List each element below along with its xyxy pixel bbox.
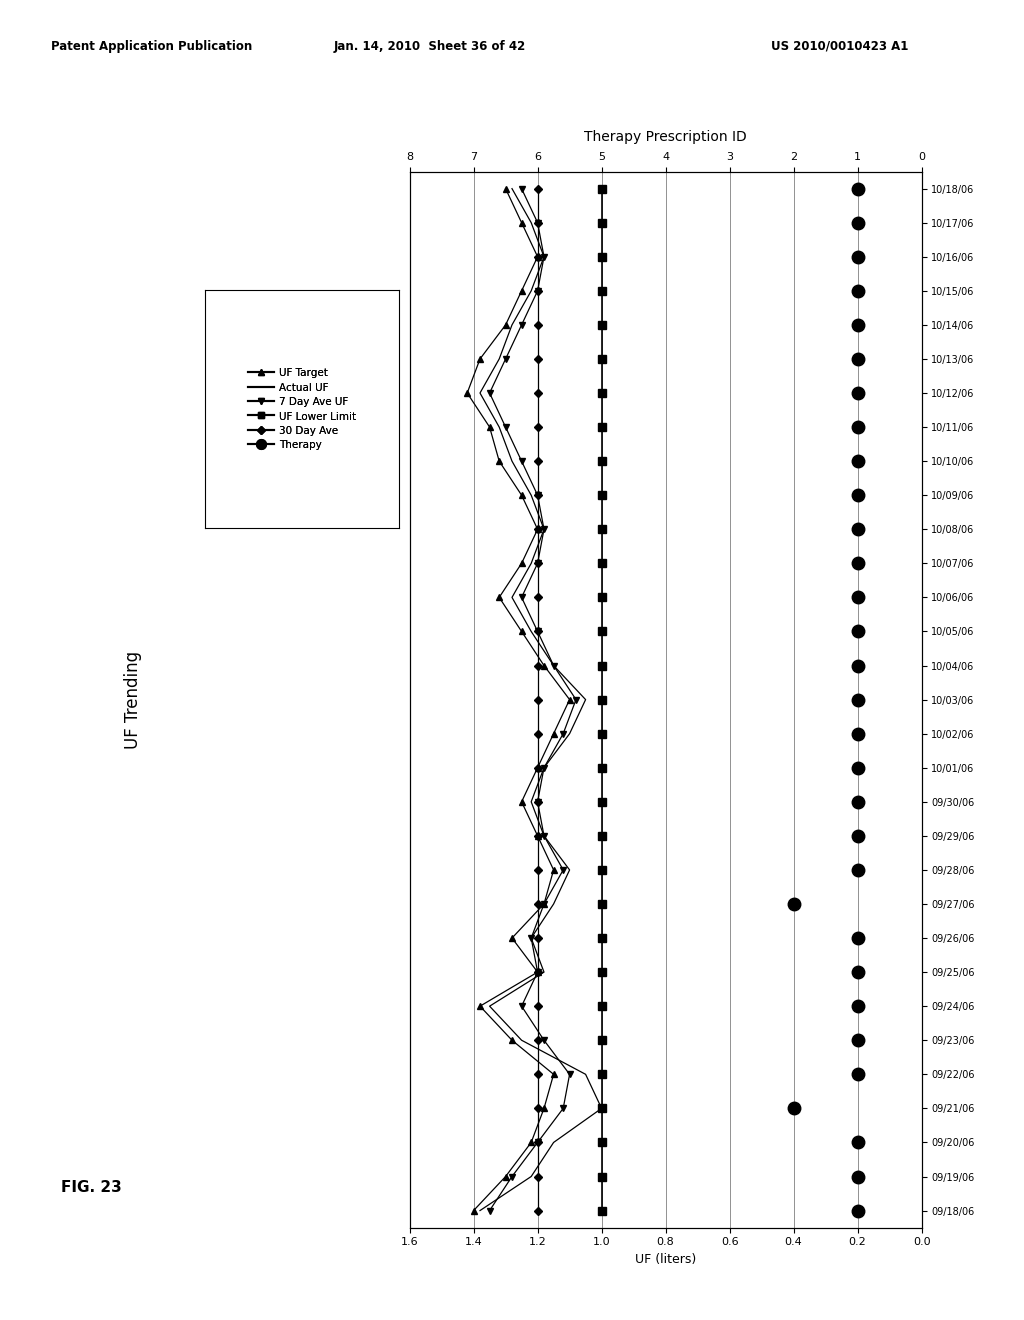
- Legend: UF Target, Actual UF, 7 Day Ave UF, UF Lower Limit, 30 Day Ave, Therapy: UF Target, Actual UF, 7 Day Ave UF, UF L…: [244, 364, 360, 454]
- X-axis label: UF (liters): UF (liters): [635, 1253, 696, 1266]
- Text: UF Trending: UF Trending: [124, 651, 142, 748]
- Text: FIG. 23: FIG. 23: [61, 1180, 122, 1196]
- Text: Jan. 14, 2010  Sheet 36 of 42: Jan. 14, 2010 Sheet 36 of 42: [334, 40, 526, 53]
- X-axis label: Therapy Prescription ID: Therapy Prescription ID: [585, 129, 746, 144]
- Text: US 2010/0010423 A1: US 2010/0010423 A1: [771, 40, 908, 53]
- Text: Patent Application Publication: Patent Application Publication: [51, 40, 253, 53]
